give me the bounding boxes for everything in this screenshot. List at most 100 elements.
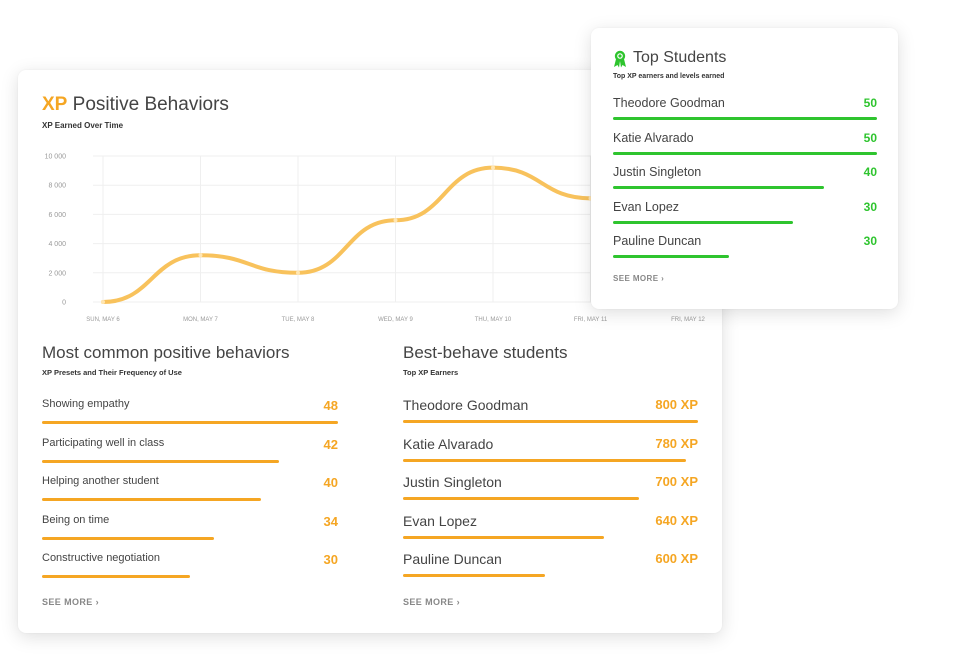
list-item-value: 34 [323,513,338,529]
list-item: Pauline Duncan 30 [613,234,877,272]
list-item: Constructive negotiation 30 [42,552,338,590]
list-item-label: Being on time [42,513,110,526]
list-item-value: 30 [323,552,338,567]
top-students-card: Top Students Top XP earners and levels e… [591,28,898,309]
x-tick-label: WED, MAY 9 [378,317,413,323]
y-tick-label: 2 000 [48,270,66,277]
best-behave-list: Theodore Goodman 800 XP Katie Alvarado 780 … [403,397,698,597]
list-item-label: Theodore Goodman [613,96,725,110]
list-item-value: 50 [863,96,877,110]
list-item-value: 40 [323,475,338,490]
data-point[interactable] [491,165,495,170]
list-item: Katie Alvarado 780 XP [403,436,698,474]
positive-behaviors-title-text: Positive Behaviors [72,94,229,115]
data-point[interactable] [198,253,203,258]
list-item: Justin Singleton 40 [613,165,877,203]
list-item-bar [403,574,545,577]
list-item-value: 640 XP [655,512,698,528]
data-point[interactable] [393,218,398,223]
list-item-value: 800 XP [655,397,698,412]
best-behave-see-more-link[interactable]: SEE MORE › [403,597,460,607]
list-item-label: Evan Lopez [403,512,477,529]
list-item-bar [42,536,214,540]
chevron-right-icon: › [456,597,461,607]
see-more-label: SEE MORE [613,274,659,283]
list-item-label: Participating well in class [42,436,165,449]
list-item-label: Pauline Duncan [403,551,502,567]
list-item: Evan Lopez 640 XP [403,513,698,551]
top-students-list: Theodore Goodman 50 Katie Alvarado 50 Justin… [613,96,877,276]
xp-label: XP [42,94,68,115]
list-item: Theodore Goodman 800 XP [403,397,698,435]
list-item-bar [613,255,730,258]
list-item: Evan Lopez 30 [613,200,877,238]
best-behave-subtitle: Top XP Earners [403,368,459,377]
list-item-label: Theodore Goodman [403,397,529,413]
list-item-bar [403,535,604,539]
list-item-value: 700 XP [655,474,698,489]
list-item-value: 780 XP [655,435,698,451]
x-tick-label: THU, MAY 10 [475,317,512,323]
list-item-label: Pauline Duncan [613,234,702,248]
x-tick-label: SUN, MAY 6 [86,317,120,323]
list-item-label: Constructive negotiation [42,552,161,564]
y-tick-label: 4 000 [48,241,66,248]
see-more-label: SEE MORE [403,597,454,607]
list-item: Helping another student 40 [42,475,338,513]
list-item-value: 50 [863,130,877,145]
list-item-value: 30 [863,234,877,248]
list-item: Pauline Duncan 600 XP [403,551,698,589]
list-item-bar [613,151,877,155]
list-item-bar [403,458,687,462]
list-item: Showing empathy 48 [42,398,338,436]
list-item-bar [42,498,262,501]
list-item-label: Katie Alvarado [403,435,494,452]
top-students-see-more-link[interactable]: SEE MORE › [613,274,664,283]
common-behaviors-list: Showing empathy 48 Participating well in c… [42,398,338,598]
list-item-value: 42 [323,436,338,452]
list-item: Katie Alvarado 50 [613,131,877,169]
y-tick-label: 0 [62,300,66,307]
positive-behaviors-title: XP Positive Behaviors [42,94,229,116]
common-behaviors-see-more-link[interactable]: SEE MORE › [42,597,99,607]
list-item-label: Showing empathy [42,398,130,410]
list-item-bar [403,497,639,500]
y-tick-label: 8 000 [48,183,66,190]
list-item: Justin Singleton 700 XP [403,474,698,512]
y-tick-label: 6 000 [48,212,66,219]
list-item-bar [42,421,338,424]
common-behaviors-title: Most common positive behaviors [42,343,290,362]
list-item-bar [42,575,190,578]
x-tick-label: MON, MAY 7 [183,317,218,323]
list-item-value: 40 [863,165,877,179]
list-item-bar [42,459,279,463]
data-point[interactable] [101,300,105,304]
chevron-right-icon: › [95,597,100,607]
common-behaviors-subtitle: XP Presets and Their Frequency of Use [42,368,182,377]
data-point[interactable] [296,270,300,275]
list-item-label: Katie Alvarado [613,130,694,145]
list-item: Participating well in class 42 [42,437,338,475]
list-item-label: Justin Singleton [613,165,702,179]
list-item-bar [613,186,825,189]
top-students-subtitle: Top XP earners and levels earned [613,73,725,80]
list-item-value: 600 XP [655,551,698,566]
list-item-label: Evan Lopez [613,199,680,214]
x-tick-label: TUE, MAY 8 [282,317,315,323]
list-item-bar [613,117,877,120]
ribbon-award-icon [614,50,626,68]
list-item-bar [613,220,793,224]
list-item-bar [403,420,698,423]
best-behave-title: Best-behave students [403,343,568,362]
list-item: Theodore Goodman 50 [613,96,877,134]
y-tick-label: 10 000 [45,154,67,161]
x-tick-label: FRI, MAY 11 [574,317,608,323]
see-more-label: SEE MORE [42,597,93,607]
chart-subtitle: XP Earned Over Time [42,121,124,130]
list-item: Being on time 34 [42,514,338,552]
list-item-value: 48 [323,398,338,413]
list-item-label: Justin Singleton [403,474,502,490]
list-item-label: Helping another student [42,475,159,487]
x-tick-label: FRI, MAY 12 [671,317,705,323]
top-students-title: Top Students [633,49,727,66]
